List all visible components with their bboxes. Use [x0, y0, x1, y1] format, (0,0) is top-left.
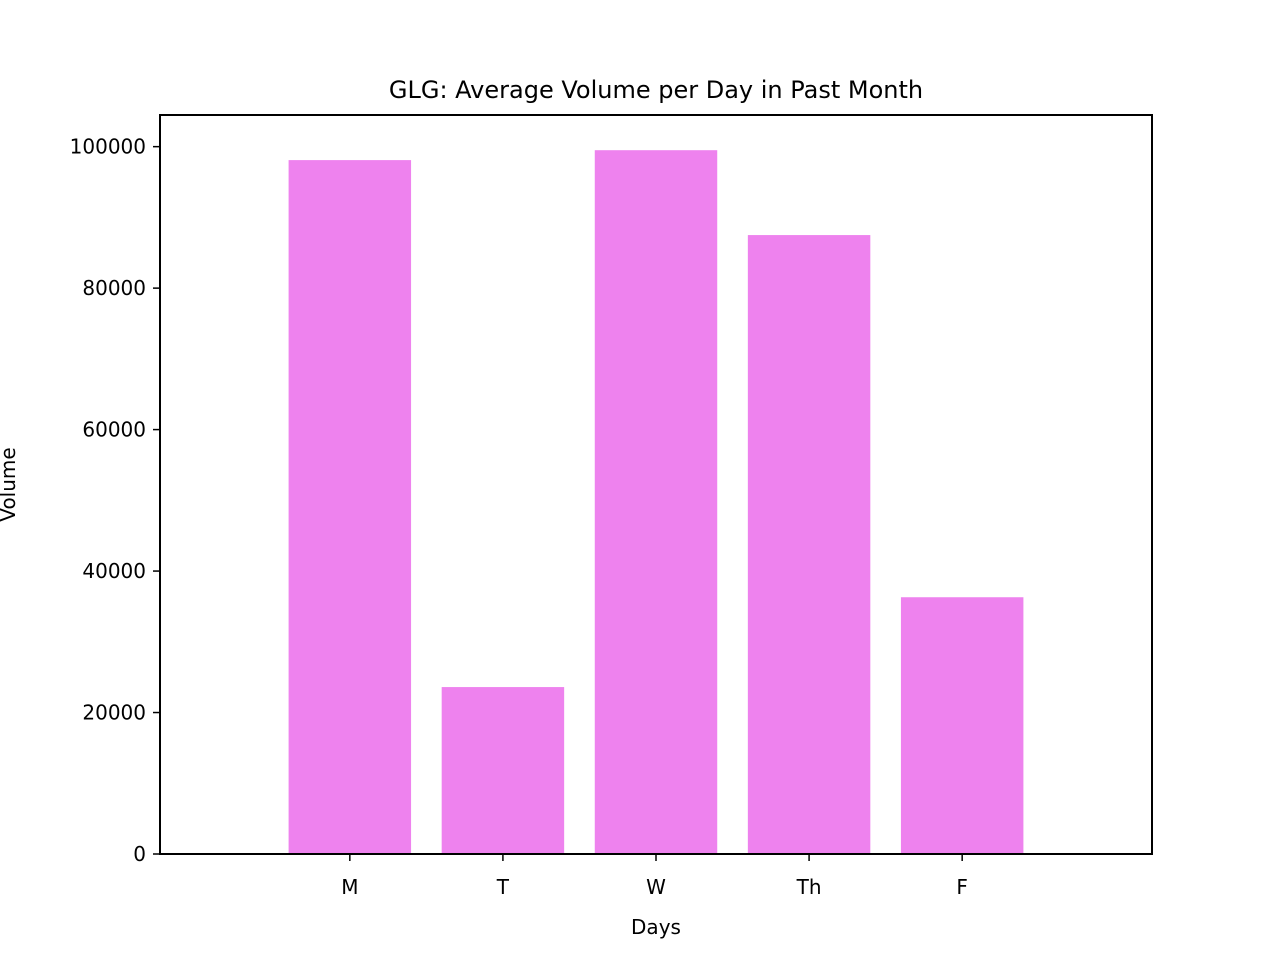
y-axis-label: Volume [0, 447, 20, 521]
bar-t [441, 687, 565, 854]
y-tick-label: 100000 [70, 135, 146, 159]
bars-group [288, 150, 1024, 854]
y-tick-label: 80000 [82, 276, 146, 300]
x-axis-label: Days [631, 915, 681, 939]
bar-m [288, 160, 412, 854]
y-ticks-group: 0 20000 40000 60000 80000 100000 [70, 135, 160, 866]
x-tick-label: Th [796, 875, 822, 899]
bar-th [747, 235, 871, 854]
x-tick-label: W [646, 875, 666, 899]
plot-frame [159, 114, 1153, 855]
y-tick-label: 0 [133, 842, 146, 866]
y-tick-label: 40000 [82, 559, 146, 583]
x-ticks-group: M T W Th F [341, 854, 968, 899]
x-tick-label: F [956, 875, 968, 899]
x-tick-label: T [496, 875, 510, 899]
y-tick-label: 60000 [82, 418, 146, 442]
chart-title: GLG: Average Volume per Day in Past Mont… [389, 76, 923, 104]
bar-w [594, 150, 718, 854]
bar-f [900, 597, 1024, 854]
x-tick-label: M [341, 875, 358, 899]
y-tick-label: 20000 [82, 701, 146, 725]
